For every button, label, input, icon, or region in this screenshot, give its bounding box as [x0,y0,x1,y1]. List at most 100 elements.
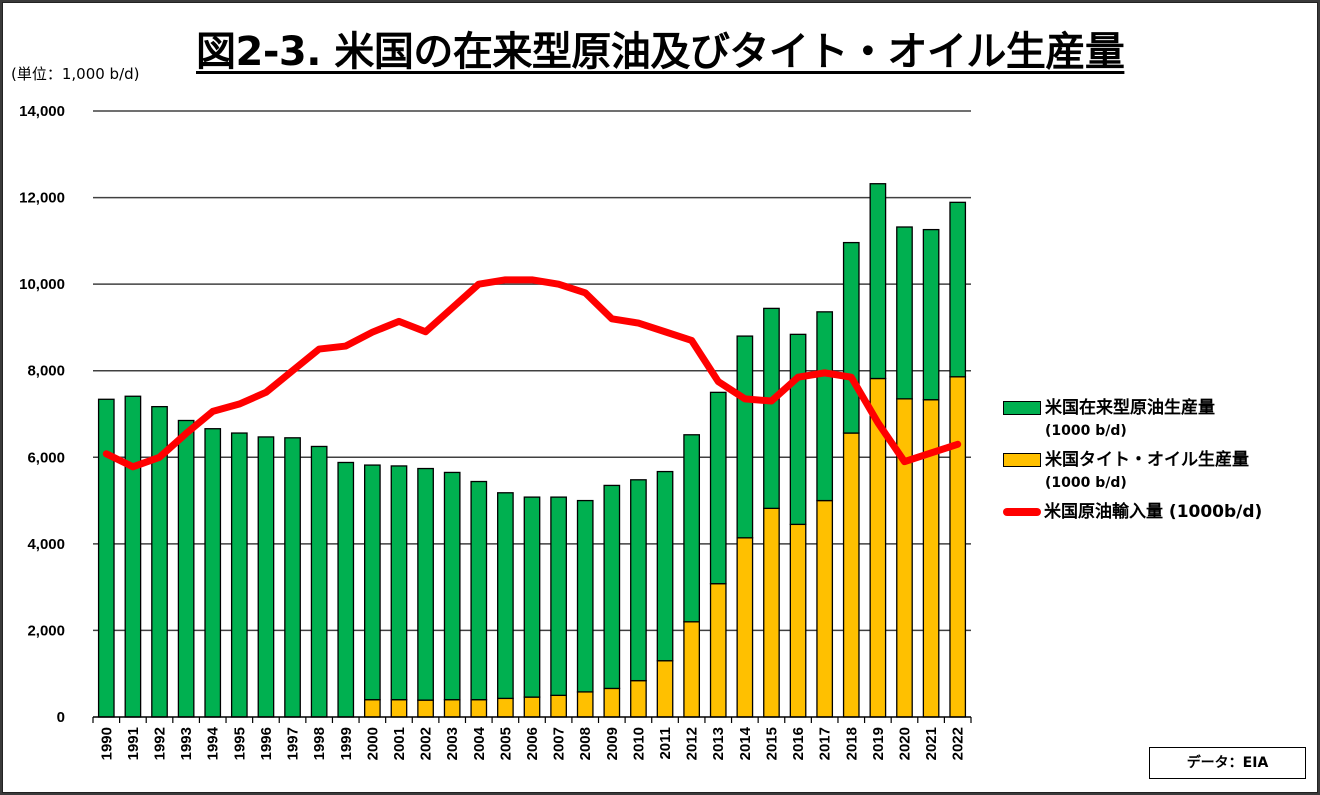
x-axis-ticks: 1990 1991 1992 1993 1994 1995 1996 1997 1998 1999… [98,726,966,760]
bar-conventional-2003 [443,471,461,701]
bar-tight-oil-2005 [497,697,514,718]
bar-conventional-2017 [816,311,834,502]
bar-tight-oil-2002 [417,699,434,718]
bar-tight-oil-2006 [523,696,541,718]
x-tick-label: 2000 [364,727,381,760]
bar-tight-oil-2021 [922,399,940,718]
x-tick-label: 1995 [231,727,248,760]
x-tick-label: 2005 [497,727,514,760]
bars [97,183,967,718]
y-tick-label: 14,000 [19,103,65,120]
bar-tight-oil-2022 [949,376,967,718]
x-tick-label: 1994 [205,726,222,760]
y-tick-label: 8,000 [27,363,65,380]
bar-conventional-1994 [204,428,222,718]
bar-conventional-2010 [630,479,647,682]
x-tick-label: 2021 [923,727,940,760]
x-tick-label: 2019 [870,727,887,760]
x-tick-label: 2001 [391,727,408,760]
x-tick-label: 1992 [152,727,169,760]
bar-conventional-2006 [523,496,541,698]
legend: 米国在来型原油生産量 (1000 b/d) 米国タイト・オイル生産量 (1000… [1003,393,1313,522]
bar-conventional-2020 [896,226,913,400]
bar-conventional-2008 [576,499,594,693]
chart-plot: 02,0004,0006,0008,00010,00012,00014,000 … [19,103,972,760]
x-tick-label: 2008 [577,727,594,760]
x-tick-label: 1998 [311,727,328,760]
bar-conventional-2019 [869,183,887,380]
y-tick-label: 10,000 [19,276,65,293]
bar-tight-oil-2003 [443,699,461,718]
legend-label-conventional: 米国在来型原油生産量 [1045,398,1215,418]
bar-tight-oil-2014 [736,537,754,718]
imports-line-series [102,276,962,471]
bar-conventional-2007 [550,496,567,697]
x-tick-label: 2014 [737,726,754,760]
bar-conventional-1998 [310,445,328,718]
x-axis [92,716,972,723]
x-tick-label: 2012 [684,727,701,760]
bar-tight-oil-2000 [363,699,381,718]
bar-conventional-2022 [949,201,967,378]
bar-conventional-1990 [97,398,115,718]
bar-conventional-2009 [603,484,621,690]
y-tick-label: 0 [57,709,65,726]
bar-conventional-2000 [363,464,381,701]
data-source-label: データ：EIA [1149,747,1306,779]
bar-conventional-1991 [124,395,142,718]
x-tick-label: 2013 [710,727,727,760]
bar-conventional-1996 [257,436,275,718]
bar-tight-oil-2001 [390,699,408,718]
x-tick-label: 1991 [125,727,142,760]
bar-conventional-2004 [470,480,488,701]
bar-conventional-2002 [417,467,434,701]
x-tick-label: 2009 [604,727,621,760]
legend-unit-tight-oil: (1000 b/d) [1045,475,1127,491]
x-tick-label: 2020 [896,727,913,760]
legend-swatch-imports [1003,508,1041,516]
bar-conventional-2016 [789,333,807,526]
bar-tight-oil-2007 [550,694,567,718]
legend-label-tight-oil: 米国タイト・オイル生産量 [1045,450,1249,470]
bar-conventional-1995 [230,432,248,718]
bar-tight-oil-2010 [630,679,647,718]
x-tick-label: 1996 [258,727,275,760]
x-tick-label: 2007 [551,727,568,760]
bar-conventional-2014 [736,335,754,539]
bar-conventional-2011 [656,470,674,662]
bar-tight-oil-2015 [763,507,780,718]
x-tick-label: 2017 [817,727,834,760]
x-tick-label: 1997 [285,727,302,760]
chart-title: 図2-3. 米国の在来型原油及びタイト・オイル生産量 [196,29,1125,75]
bar-tight-oil-2018 [842,432,860,718]
y-tick-label: 4,000 [27,536,65,553]
bar-conventional-2013 [709,391,727,585]
bar-conventional-2012 [683,434,701,623]
x-tick-label: 1999 [338,727,355,760]
bar-tight-oil-2004 [470,699,488,718]
bar-conventional-2021 [922,228,940,401]
legend-swatch-conventional [1003,401,1041,415]
x-tick-label: 2010 [630,727,647,760]
legend-label-imports: 米国原油輸入量 (1000b/d) [1044,502,1263,522]
x-tick-label: 2003 [444,727,461,760]
x-tick-label: 1990 [98,727,115,760]
legend-item-conventional: 米国在来型原油生産量 [1003,393,1313,418]
bar-tight-oil-2020 [896,398,913,718]
y-axis-unit-label: (単位：1,000 b/d) [11,65,140,83]
bar-tight-oil-2009 [603,687,621,718]
bar-tight-oil-2012 [683,621,701,718]
y-axis-ticks: 0 2,000 4,000 6,000 8,000 10,000 12,000 14,000 [19,103,65,726]
x-tick-label: 2006 [524,727,541,760]
x-tick-label: 2015 [763,727,780,760]
y-tick-label: 12,000 [19,190,65,207]
x-tick-label: 2018 [843,727,860,760]
bar-conventional-2015 [763,307,780,510]
legend-item-tight-oil: 米国タイト・オイル生産量 [1003,445,1313,470]
bar-conventional-1997 [284,437,301,718]
x-tick-label: 2022 [950,727,967,760]
x-tick-label: 2002 [418,727,435,760]
bar-tight-oil-2013 [709,583,727,718]
bar-conventional-1999 [337,461,355,718]
